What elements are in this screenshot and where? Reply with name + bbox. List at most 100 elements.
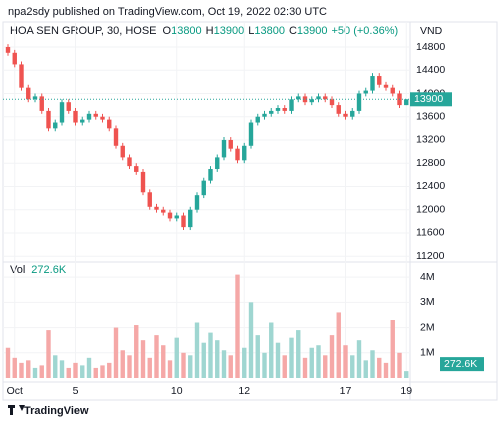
candle-body (208, 169, 213, 181)
candle-body (147, 192, 152, 207)
candle-body (390, 87, 395, 94)
candle-body (302, 96, 308, 103)
price-label-box (410, 92, 452, 107)
volume-bar (161, 345, 166, 378)
candle-body (161, 209, 166, 213)
candle-body (242, 145, 247, 161)
price-label: 13900 (414, 93, 443, 105)
candle-body (296, 96, 301, 100)
volume-bar (147, 357, 152, 378)
y-tick-label: 14800 (416, 41, 445, 53)
candle-body (46, 110, 51, 129)
volume-bar (289, 337, 294, 378)
volume-bar (296, 330, 301, 378)
change: +50 (+0.36%) (331, 25, 398, 37)
candle-body (248, 122, 254, 146)
x-tick-label: 12 (238, 385, 250, 397)
volume-value: 272.6K (31, 264, 67, 276)
candle-body (32, 96, 38, 100)
candle-body (370, 76, 375, 91)
candle-body (93, 113, 98, 117)
candle-body (316, 96, 321, 100)
volume-tick-label: 3M (420, 296, 435, 308)
volume-bar (309, 347, 314, 378)
volume-bar (262, 352, 267, 378)
h-key: H (206, 25, 214, 37)
candle-body (194, 195, 200, 210)
y-tick-label: 13200 (416, 134, 445, 146)
volume-bar (26, 360, 31, 378)
currency: VND (420, 25, 443, 37)
volume-bar (32, 367, 38, 378)
volume-bar (53, 355, 58, 378)
volume-label: 272.6K (444, 358, 477, 370)
volume-bar (174, 337, 179, 378)
candle-body (167, 212, 173, 219)
volume-bar (181, 352, 186, 378)
volume-bar (39, 365, 44, 378)
candle-body (309, 99, 314, 103)
candle-body (201, 180, 206, 196)
chart-frame (2, 21, 498, 401)
candle-body (107, 119, 112, 129)
volume-bar (323, 355, 328, 378)
volume-bar (107, 362, 112, 378)
h-value: 13900 (214, 25, 245, 37)
candle-body (12, 52, 17, 65)
volume-bar (383, 362, 389, 378)
c-value: 13900 (297, 25, 328, 37)
volume-bar (194, 322, 200, 378)
candle-body (140, 171, 146, 193)
volume-bar (248, 302, 254, 378)
candle-body (377, 76, 382, 85)
volume-bar (255, 335, 260, 378)
c-key: C (289, 25, 297, 37)
volume-bar (404, 371, 409, 378)
l-value: 13800 (254, 25, 285, 37)
volume-bar (46, 330, 51, 378)
volume-tick-label: 2M (420, 321, 435, 333)
logo-icon (8, 405, 25, 415)
volume-bar (19, 362, 24, 378)
volume-bar (221, 350, 227, 378)
volume-bar (242, 347, 247, 378)
candle-body (363, 90, 368, 94)
l-key: L (248, 25, 254, 37)
x-tick-label: 10 (171, 385, 183, 397)
volume-bar (120, 350, 125, 378)
symbol: HOA SEN GROUP, 30, HOSE (10, 25, 157, 37)
candle-body (323, 96, 328, 100)
volume-bar (188, 355, 193, 378)
candle-body (262, 113, 267, 117)
candle-body (100, 116, 105, 120)
volume-bar (235, 274, 240, 378)
volume-bar (140, 340, 146, 378)
candle-body (113, 128, 119, 146)
volume-bar (208, 332, 213, 378)
volume-bar (363, 360, 368, 378)
volume-bar (93, 367, 98, 378)
candle-body (26, 87, 31, 100)
volume-bar (316, 345, 321, 378)
footer: TradingView (24, 405, 89, 417)
volume-bar (343, 345, 348, 378)
candle-body (343, 113, 348, 117)
candle-body (350, 110, 355, 117)
candle-body (188, 209, 193, 228)
y-tick-label: 14400 (416, 64, 445, 76)
candle-body (269, 110, 274, 114)
header: npa2sdy published on TradingView.com, Oc… (8, 6, 327, 18)
legend: HOA SEN GROUP, 30, HOSE O13800 H13900 L1380… (10, 25, 398, 37)
candle-body (120, 145, 125, 158)
candle-body (228, 139, 233, 149)
candle-body (404, 99, 409, 106)
volume-bar (350, 355, 355, 378)
volume-bar (127, 355, 132, 378)
volume-bar (302, 357, 308, 378)
volume-bar (356, 340, 362, 378)
volume-bar (390, 320, 395, 378)
y-tick-label: 11200 (416, 250, 445, 262)
volume-bar (5, 347, 11, 378)
candle-body (134, 166, 139, 172)
